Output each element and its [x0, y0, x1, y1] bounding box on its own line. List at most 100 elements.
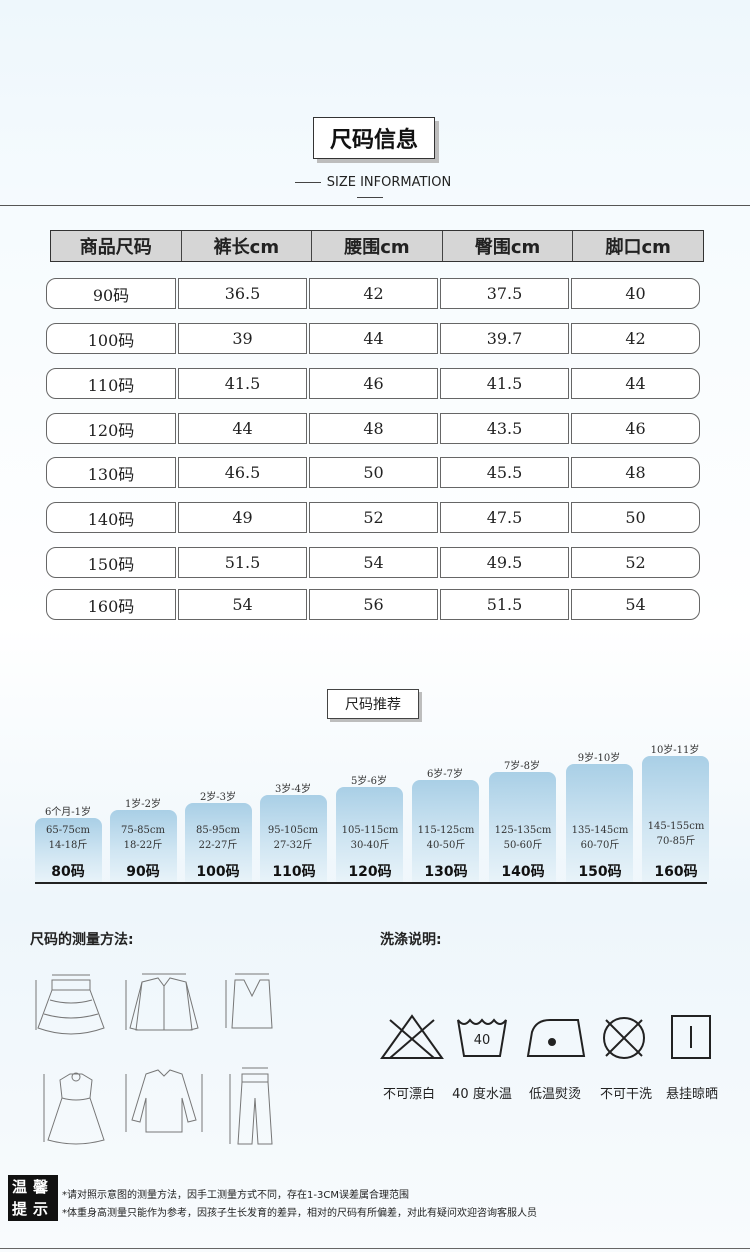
table-cell: 120码	[46, 413, 176, 444]
table-cell: 42	[309, 278, 438, 309]
height-range: 85-95cm	[196, 825, 240, 836]
table-row: 100码 39 44 39.7 42	[46, 323, 700, 354]
weight-range: 40-50斤	[426, 840, 466, 851]
table-cell: 90码	[46, 278, 176, 309]
table-row: 140码 49 52 47.5 50	[46, 502, 700, 533]
size-code: 80码	[51, 864, 85, 880]
table-cell: 110码	[46, 368, 176, 399]
weight-range: 27-32斤	[273, 840, 313, 851]
header-cell-length: 裤长cm	[180, 231, 312, 261]
recommend-bar	[185, 803, 252, 882]
table-cell: 140码	[46, 502, 176, 533]
table-row: 120码 44 48 43.5 46	[46, 413, 700, 444]
header-cell-size: 商品尺码	[79, 237, 152, 258]
size-code: 130码	[424, 864, 468, 880]
age-label: 7岁-8岁	[503, 761, 541, 772]
header-cell-waist: 腰围cm	[311, 231, 442, 261]
table-cell: 52	[309, 502, 438, 533]
table-cell: 41.5	[178, 368, 307, 399]
height-weight-range: 145-155cm 70-85斤	[636, 819, 716, 849]
page-title: 尺码信息	[313, 117, 435, 159]
table-cell: 54	[309, 547, 438, 578]
table-cell: 46.5	[178, 457, 307, 488]
size-code: 100码	[196, 864, 240, 880]
care-label: 40 度水温	[452, 1087, 512, 1102]
table-cell: 45.5	[440, 457, 569, 488]
weight-range: 18-22斤	[123, 840, 163, 851]
subtitle-dash-right	[357, 197, 383, 198]
table-cell: 44	[309, 323, 438, 354]
table-cell: 48	[571, 457, 700, 488]
recommend-title: 尺码推荐	[327, 689, 419, 719]
tips-badge-top: 温馨	[11, 1178, 54, 1196]
age-label: 6岁-7岁	[426, 769, 464, 780]
table-cell: 39.7	[440, 323, 569, 354]
recommend-bar	[336, 787, 403, 882]
sweater-diagram-icon	[125, 1069, 203, 1133]
age-label: 3岁-4岁	[274, 784, 312, 795]
table-cell: 52	[571, 547, 700, 578]
recommend-bar	[642, 756, 709, 882]
height-weight-range: 125-135cm 50-60斤	[483, 823, 563, 853]
weight-range: 60-70斤	[580, 840, 620, 851]
recommend-bar	[412, 780, 479, 882]
height-range: 95-105cm	[267, 825, 319, 836]
table-cell: 56	[309, 589, 438, 620]
size-code: 120码	[348, 864, 392, 880]
table-cell: 43.5	[440, 413, 569, 444]
height-weight-range: 85-95cm 22-27斤	[178, 823, 258, 853]
table-row: 160码 54 56 51.5 54	[46, 589, 700, 620]
table-cell: 49	[178, 502, 307, 533]
table-cell: 51.5	[440, 589, 569, 620]
height-range: 115-125cm	[417, 825, 475, 836]
table-cell: 47.5	[440, 502, 569, 533]
weight-range: 30-40斤	[350, 840, 390, 851]
table-cell: 44	[178, 413, 307, 444]
size-code: 150码	[578, 864, 622, 880]
weight-range: 50-60斤	[503, 840, 543, 851]
table-row: 110码 41.5 46 41.5 44	[46, 368, 700, 399]
no-dry-clean-icon	[603, 1017, 645, 1059]
table-cell: 54	[178, 589, 307, 620]
care-icons: 40	[380, 1014, 711, 1059]
height-range: 105-115cm	[341, 825, 399, 836]
height-weight-range: 115-125cm 40-50斤	[406, 823, 486, 853]
height-range: 145-155cm	[647, 821, 705, 832]
recommend-baseline	[35, 882, 707, 884]
age-label: 10岁-11岁	[650, 745, 700, 756]
height-weight-range: 105-115cm 30-40斤	[330, 823, 410, 853]
table-cell: 36.5	[178, 278, 307, 309]
table-cell: 100码	[46, 323, 176, 354]
pants-diagram-icon	[229, 1067, 273, 1145]
age-label: 2岁-3岁	[199, 792, 237, 803]
age-label: 5岁-6岁	[350, 776, 388, 787]
weight-range: 70-85斤	[656, 836, 696, 847]
recommend-bar	[110, 810, 177, 882]
table-cell: 44	[571, 368, 700, 399]
skirt-diagram-icon	[35, 974, 105, 1035]
recommend-bar	[489, 772, 556, 882]
care-title: 洗涤说明:	[380, 932, 442, 948]
size-code: 140码	[501, 864, 545, 880]
height-weight-range: 95-105cm 27-32斤	[253, 823, 333, 853]
tips-badge: 温馨 提示	[8, 1175, 58, 1221]
table-row: 130码 46.5 50 45.5 48	[46, 457, 700, 488]
table-cell: 54	[571, 589, 700, 620]
table-cell: 39	[178, 323, 307, 354]
subtitle-text: SIZE INFORMATION	[326, 175, 452, 190]
table-cell: 48	[309, 413, 438, 444]
size-table-header: 商品尺码 裤长cm 腰围cm 臀围cm 脚口cm	[50, 230, 704, 262]
table-cell: 51.5	[178, 547, 307, 578]
table-cell: 130码	[46, 457, 176, 488]
height-range: 75-85cm	[121, 825, 165, 836]
tip-line: *体重身高测量只能作为参考，因孩子生长发育的差异，相对的尺码有所偏差，对此有疑问…	[62, 1208, 537, 1219]
page-subtitle: SIZE INFORMATION	[275, 175, 465, 205]
weight-range: 22-27斤	[198, 840, 238, 851]
care-label: 不可漂白	[382, 1087, 435, 1102]
table-cell: 37.5	[440, 278, 569, 309]
header-cell-hip: 臀围cm	[441, 231, 573, 261]
height-weight-range: 135-145cm 60-70斤	[560, 823, 640, 853]
care-label: 不可干洗	[599, 1087, 652, 1102]
height-weight-range: 65-75cm 14-18斤	[28, 823, 108, 853]
measure-title: 尺码的测量方法:	[30, 932, 134, 948]
